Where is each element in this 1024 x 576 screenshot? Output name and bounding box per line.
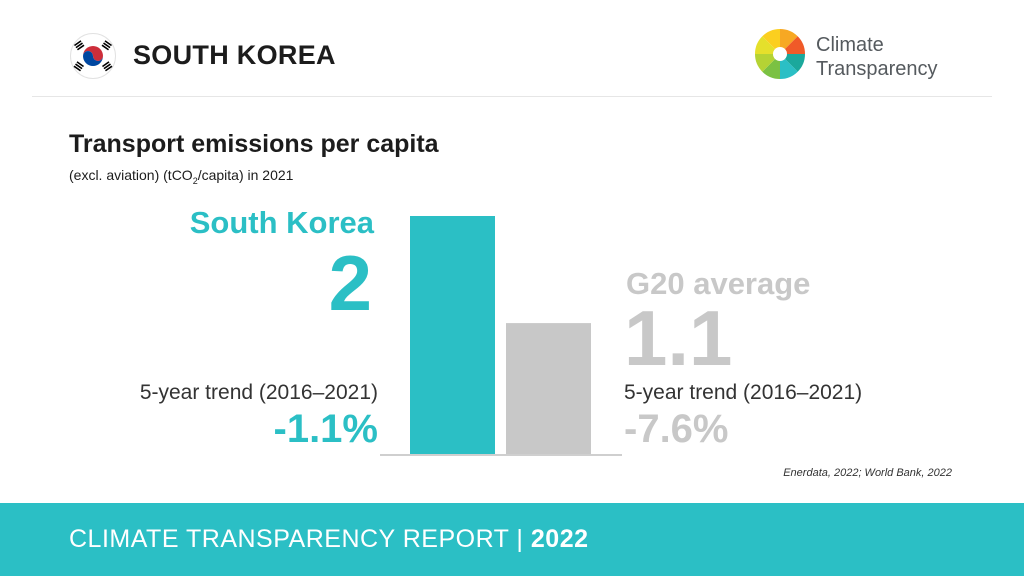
subtitle-pre: (excl. aviation) (tCO [69, 167, 193, 183]
country-name: SOUTH KOREA [133, 40, 336, 70]
bar-south-korea [410, 216, 495, 454]
footer-report-label: CLIMATE TRANSPARENCY REPORT | [69, 525, 524, 553]
south-korea-flag-icon [70, 33, 116, 79]
g20-trend-label: 5-year trend (2016–2021) [624, 381, 863, 404]
country-trend-value: -1.1% [273, 407, 379, 451]
bar-g20-average [506, 323, 591, 454]
subtitle-post: /capita) in 2021 [197, 167, 294, 183]
source-note: Enerdata, 2022; World Bank, 2022 [783, 467, 952, 479]
country-data-label: 2 [328, 239, 372, 327]
g20-trend-value: -7.6% [624, 407, 729, 451]
footer-text: CLIMATE TRANSPARENCY REPORT | 2022 [69, 525, 589, 554]
g20-data-label: 1.1 [624, 294, 733, 382]
subtitle-subscript: 2 [192, 175, 198, 186]
country-trend-label: 5-year trend (2016–2021) [139, 381, 378, 404]
bar-chart [380, 216, 622, 456]
footer-year: 2022 [530, 525, 589, 553]
chart-title: Transport emissions per capita [69, 130, 439, 158]
chart-subtitle: (excl. aviation) (tCO2/capita) in 2021 [69, 167, 293, 186]
header: SOUTH KOREA Climate Transparency [0, 0, 1024, 97]
footer: CLIMATE TRANSPARENCY REPORT | 2022 [0, 503, 1024, 576]
g20-series-label: G20 average [626, 266, 811, 301]
country-series-label: South Korea [189, 205, 374, 240]
logo-text-line2: Transparency [816, 58, 938, 80]
logo-text-line1: Climate [816, 34, 884, 56]
logo-text: Climate Transparency [816, 33, 938, 81]
header-divider [32, 96, 992, 97]
climate-transparency-logo-icon [754, 28, 806, 80]
